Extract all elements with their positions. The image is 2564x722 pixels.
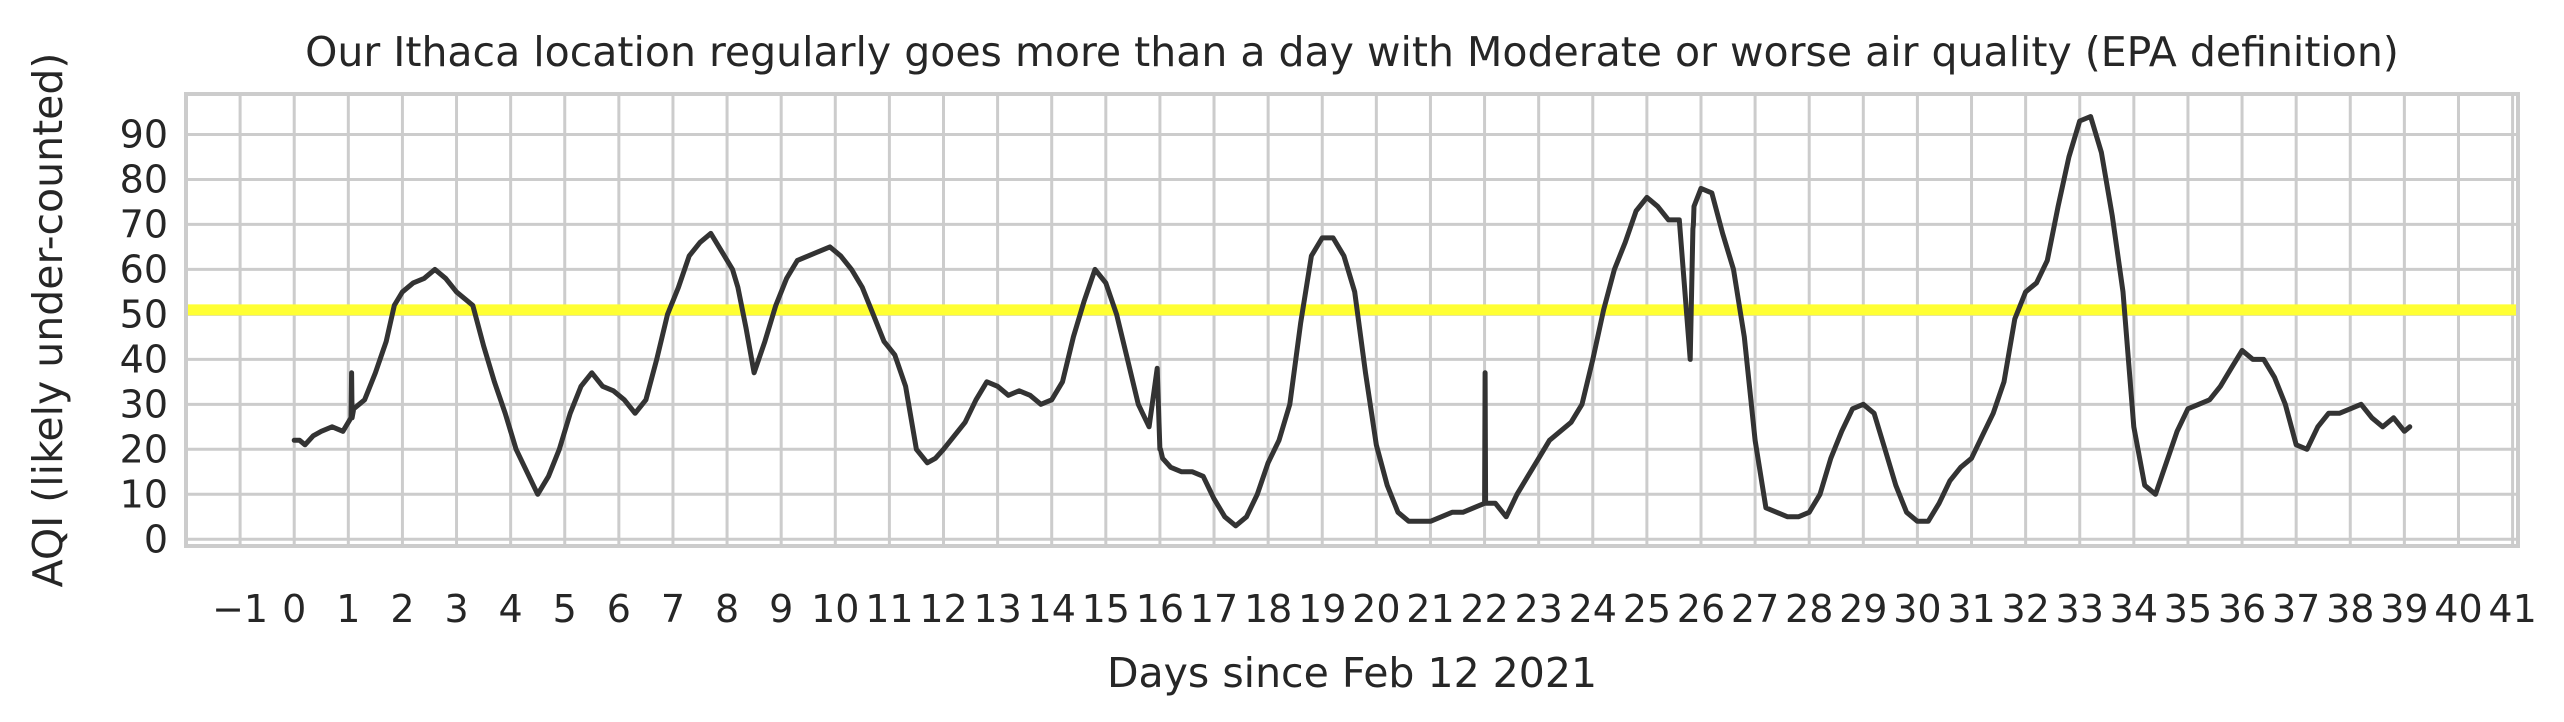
y-tick-label: 60 [120, 247, 168, 291]
x-tick-label: 27 [1731, 587, 1779, 631]
x-tick-label: 39 [2380, 587, 2428, 631]
x-tick-label: 3 [444, 587, 468, 631]
x-tick-label: 36 [2218, 587, 2266, 631]
y-tick-label: 10 [120, 472, 168, 516]
y-tick-label: 50 [120, 292, 168, 336]
x-tick-label: 1 [336, 587, 360, 631]
y-tick-label: 20 [120, 427, 168, 471]
plot-frame [184, 92, 2520, 548]
x-tick-label: 11 [865, 587, 913, 631]
x-tick-label: 28 [1785, 587, 1833, 631]
y-tick-label: 40 [120, 337, 168, 381]
x-tick-label: 37 [2272, 587, 2320, 631]
y-axis-label: AQI (likely under-counted) [24, 53, 72, 588]
x-tick-label: 12 [919, 587, 967, 631]
x-tick-label: 13 [973, 587, 1021, 631]
y-tick-label: 30 [120, 382, 168, 426]
x-tick-label: 6 [607, 587, 631, 631]
aqi-series-line [291, 114, 2413, 529]
x-tick-label: 19 [1298, 587, 1346, 631]
series-layer [291, 114, 2413, 529]
x-tick-label: 22 [1460, 587, 1508, 631]
y-tick-label: 0 [144, 517, 168, 561]
x-tick-label: 41 [2488, 587, 2536, 631]
x-tick-label: 18 [1244, 587, 1292, 631]
x-tick-label: 10 [811, 587, 859, 631]
x-tick-label: 16 [1136, 587, 1184, 631]
x-tick-labels: −1 0 1 2 3 4 5 6 7 8 9 10 11 12 13 14 15 16 17 18 19 20 21 22 23… [212, 587, 2537, 631]
x-axis-label: Days since Feb 12 2021 [1107, 649, 1597, 697]
grid-layer [186, 94, 2518, 546]
x-tick-label: 35 [2164, 587, 2212, 631]
x-tick-label: 9 [769, 587, 793, 631]
x-tick-label: 31 [1947, 587, 1995, 631]
x-tick-label: 5 [553, 587, 577, 631]
x-tick-label: 25 [1623, 587, 1671, 631]
x-tick-label: 15 [1082, 587, 1130, 631]
x-tick-label: 24 [1569, 587, 1617, 631]
y-tick-label: 80 [120, 157, 168, 201]
x-tick-label: 30 [1893, 587, 1941, 631]
x-tick-label: 4 [499, 587, 523, 631]
chart-title: Our Ithaca location regularly goes more … [305, 28, 2399, 76]
x-tick-label: 21 [1406, 587, 1454, 631]
y-tick-label: 70 [120, 202, 168, 246]
x-tick-label: 2 [390, 587, 414, 631]
x-tick-label: 26 [1677, 587, 1725, 631]
x-tick-label: −1 [212, 587, 268, 631]
x-tick-label: 20 [1352, 587, 1400, 631]
x-tick-label: 29 [1839, 587, 1887, 631]
x-tick-label: 23 [1514, 587, 1562, 631]
x-tick-label: 38 [2326, 587, 2374, 631]
x-tick-label: 8 [715, 587, 739, 631]
x-tick-label: 17 [1190, 587, 1238, 631]
x-tick-label: 40 [2434, 587, 2482, 631]
x-tick-label: 0 [282, 587, 306, 631]
x-tick-label: 7 [661, 587, 685, 631]
y-tick-label: 90 [120, 112, 168, 156]
x-tick-label: 14 [1028, 587, 1076, 631]
x-tick-label: 33 [2056, 587, 2104, 631]
x-tick-label: 32 [2001, 587, 2049, 631]
x-tick-label: 34 [2110, 587, 2158, 631]
